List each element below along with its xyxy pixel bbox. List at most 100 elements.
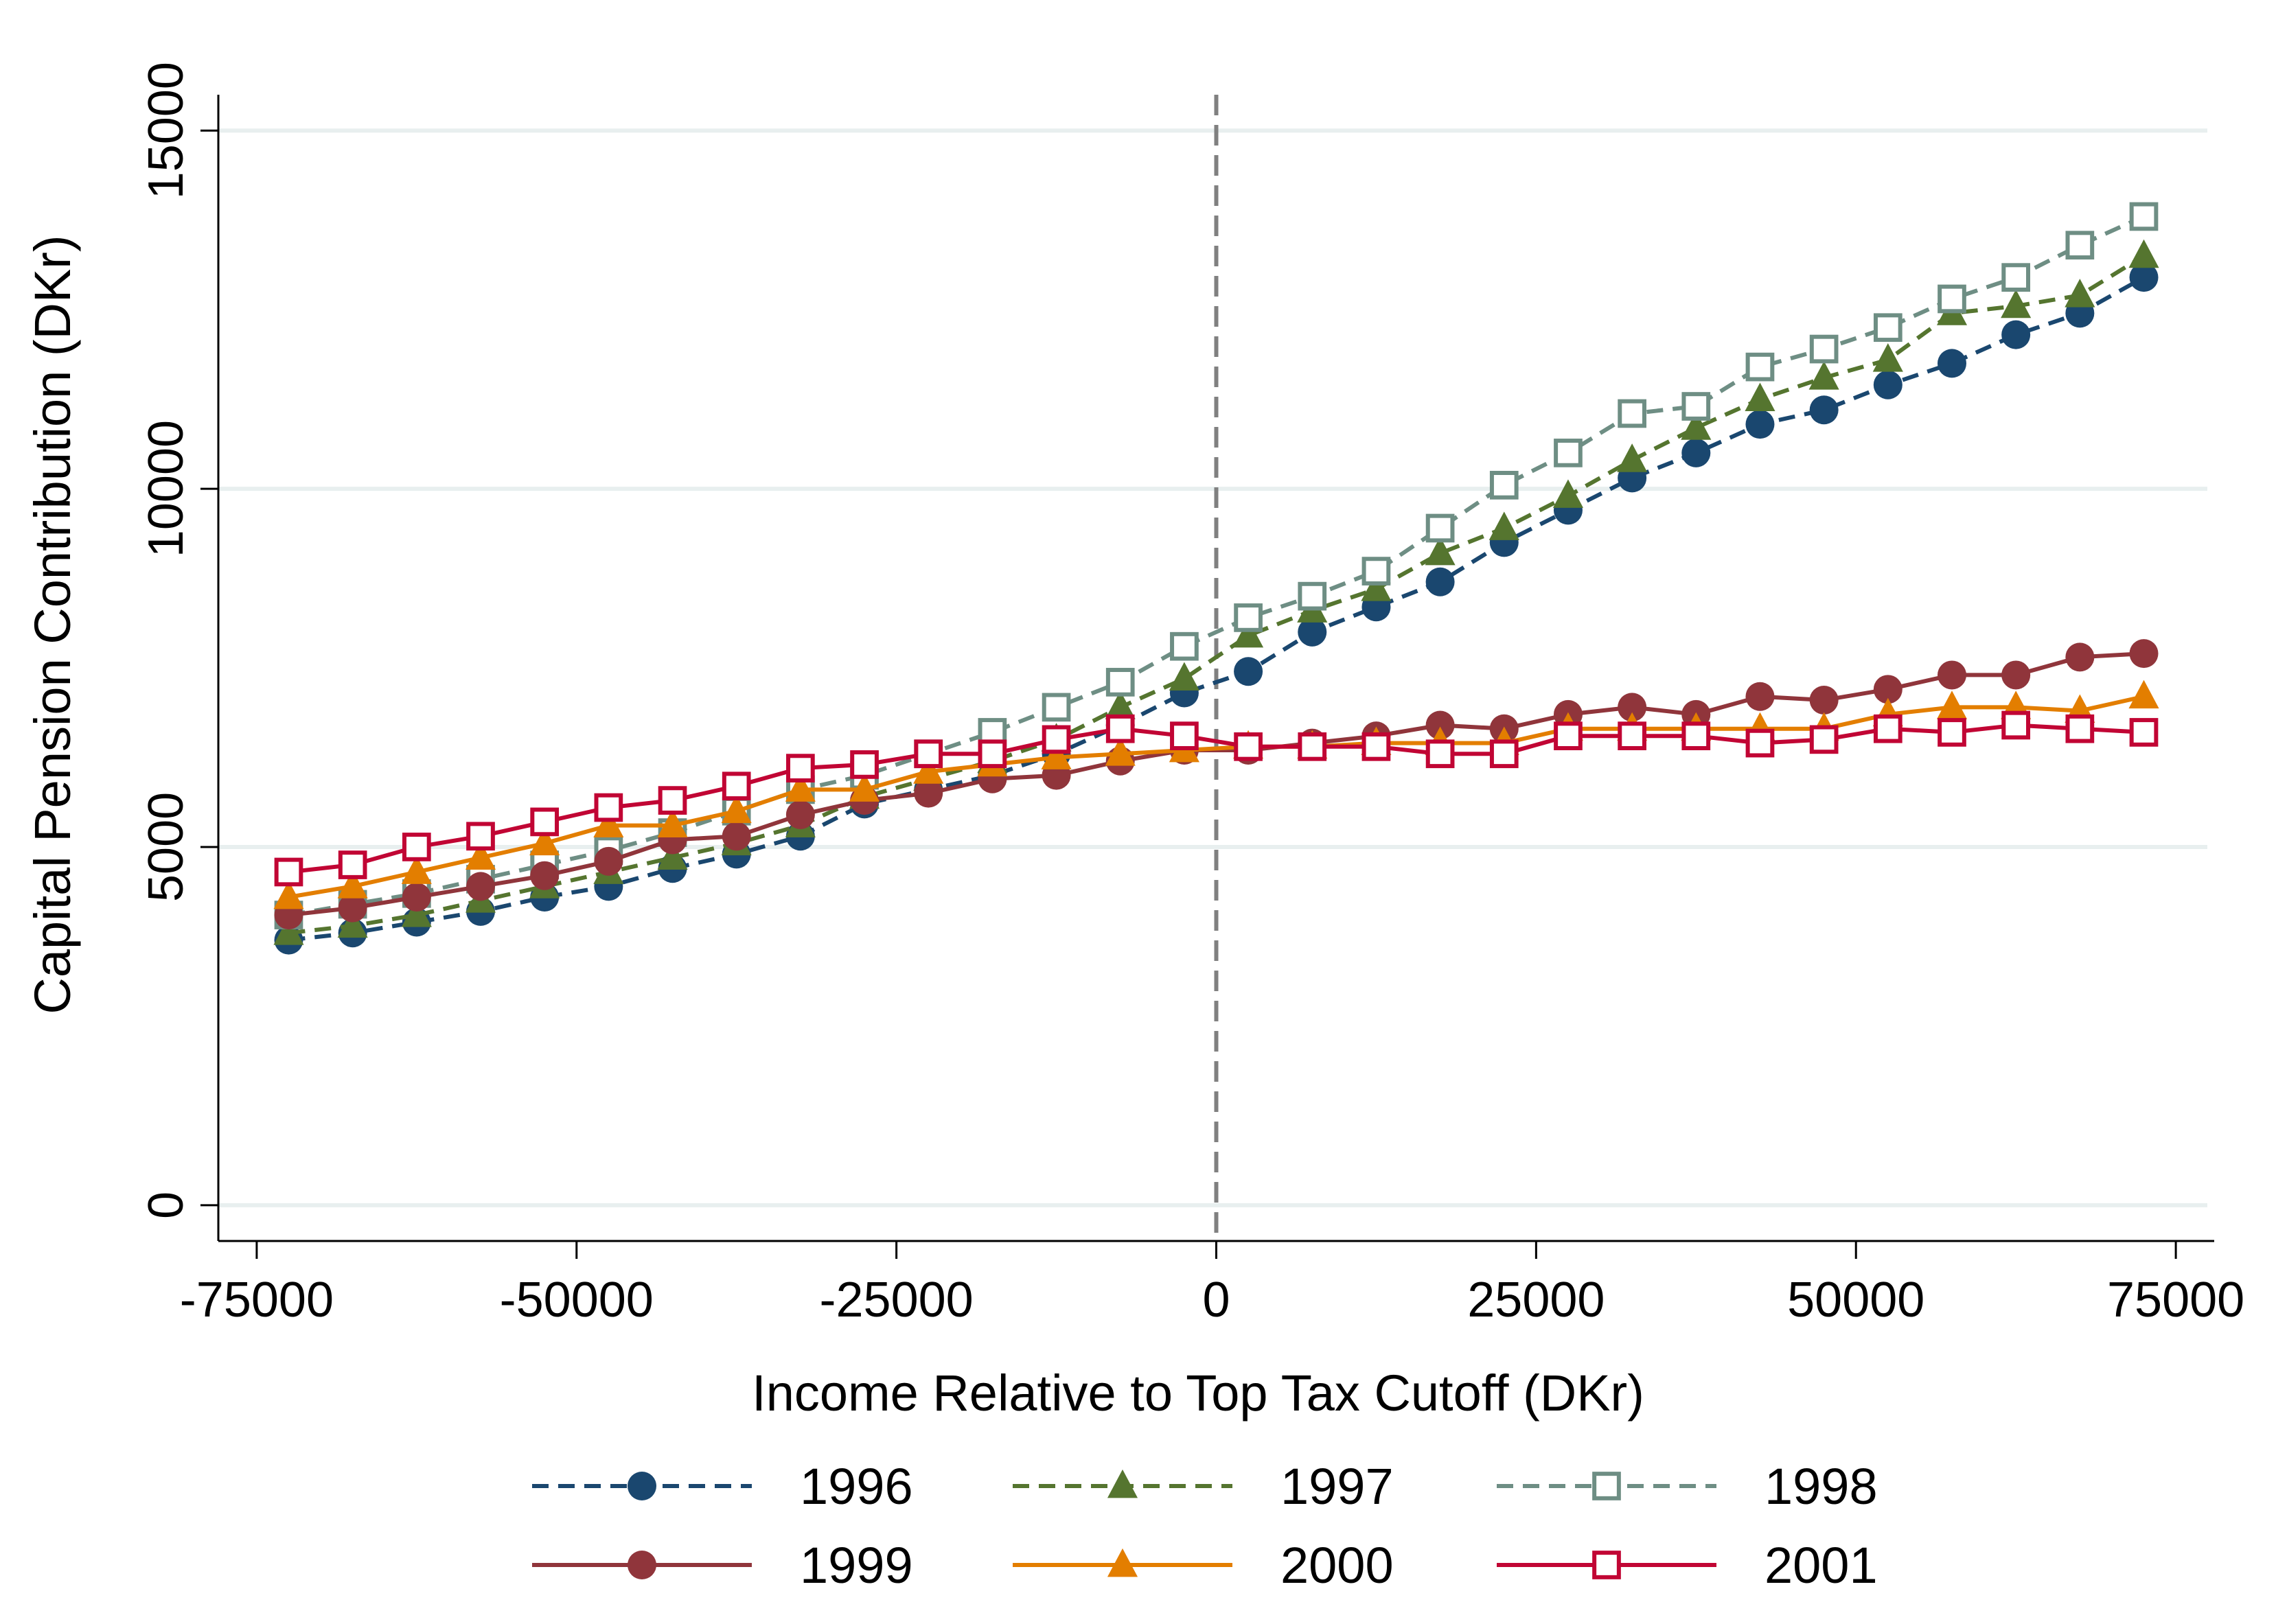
data-point-2001 xyxy=(850,750,879,779)
data-point-1998 xyxy=(1681,392,1711,421)
y-tick-label: 0 xyxy=(139,1192,194,1219)
data-point-1998 xyxy=(1554,439,1583,467)
data-point-2000 xyxy=(1936,691,1968,719)
data-point-1997 xyxy=(2065,279,2095,308)
data-point-2001 xyxy=(1554,721,1583,751)
data-point-1999 xyxy=(1745,682,1775,711)
x-tick-label: -25000 xyxy=(820,1273,974,1327)
x-axis-label: Income Relative to Top Tax Cutoff (DKr) xyxy=(752,1365,1644,1422)
data-point-2000 xyxy=(657,809,688,838)
data-point-2001 xyxy=(914,739,943,769)
data-point-1997 xyxy=(273,916,304,945)
data-point-1997 xyxy=(1617,443,1648,472)
series-layer xyxy=(273,202,2159,955)
data-point-1999 xyxy=(2065,642,2095,672)
legend: 1996 1997 1998 1999 2000 2001 xyxy=(532,1458,1878,1594)
data-point-2000 xyxy=(401,855,432,884)
data-point-1996 xyxy=(1873,370,1903,399)
data-point-1996 xyxy=(1298,617,1327,647)
data-point-2001 xyxy=(1298,732,1327,761)
data-point-2000 xyxy=(273,880,304,909)
data-point-2000 xyxy=(465,841,496,870)
legend-label: 2001 xyxy=(1765,1537,1878,1594)
legend-marker xyxy=(1107,1548,1138,1577)
x-tick-label: 75000 xyxy=(2107,1273,2244,1327)
data-point-1997 xyxy=(1745,382,1775,411)
data-point-2000 xyxy=(529,826,560,856)
data-point-2001 xyxy=(786,754,815,782)
data-point-2001 xyxy=(402,833,431,861)
data-point-1999 xyxy=(1809,685,1839,715)
data-point-1996 xyxy=(1745,410,1775,439)
data-point-2000 xyxy=(721,794,752,824)
x-tick-label: -75000 xyxy=(180,1273,334,1327)
data-point-2000 xyxy=(913,755,944,784)
data-point-2001 xyxy=(530,807,560,837)
data-point-1997 xyxy=(2128,239,2159,268)
data-point-1998 xyxy=(2001,263,2031,292)
data-point-1997 xyxy=(1681,411,1712,440)
data-point-1996 xyxy=(1937,349,1966,378)
data-point-1997 xyxy=(2001,289,2032,318)
y-tick-label: 15000 xyxy=(139,62,194,199)
data-point-1998 xyxy=(1618,399,1646,428)
data-point-2000 xyxy=(849,773,880,802)
data-point-2001 xyxy=(1938,718,1966,747)
data-point-2001 xyxy=(1170,721,1199,751)
data-point-1997 xyxy=(1552,479,1584,508)
data-point-1996 xyxy=(1234,657,1263,686)
y-axis-label: Capital Pension Contribution (DKr) xyxy=(24,235,81,1014)
legend-marker xyxy=(1107,1469,1138,1498)
data-point-2001 xyxy=(1681,721,1711,751)
data-point-1999 xyxy=(466,872,496,901)
legend-marker xyxy=(628,1472,656,1500)
data-point-1999 xyxy=(785,800,815,829)
data-point-1996 xyxy=(2001,320,2031,349)
legend-marker xyxy=(628,1551,656,1579)
x-tick-label: 25000 xyxy=(1467,1273,1605,1327)
data-point-1999 xyxy=(1873,675,1903,704)
data-point-1999 xyxy=(530,861,560,890)
data-point-2001 xyxy=(466,822,495,851)
data-point-1998 xyxy=(1234,603,1263,632)
series-1997 xyxy=(273,239,2159,945)
data-point-1998 xyxy=(1938,284,1966,314)
data-point-1998 xyxy=(2129,202,2159,231)
data-point-1997 xyxy=(657,841,688,870)
data-point-1999 xyxy=(722,822,751,851)
data-point-1998 xyxy=(1170,631,1199,661)
data-point-2000 xyxy=(337,870,368,898)
data-point-1997 xyxy=(1425,536,1456,566)
data-point-1997 xyxy=(1105,691,1136,719)
data-point-1999 xyxy=(1937,660,1966,690)
data-point-2001 xyxy=(594,793,623,822)
data-point-2000 xyxy=(2128,680,2159,709)
data-point-2001 xyxy=(1425,739,1455,769)
data-point-2000 xyxy=(785,773,816,802)
legend-label: 2000 xyxy=(1280,1537,1394,1594)
x-tick-label: -50000 xyxy=(500,1273,654,1327)
data-point-1996 xyxy=(1681,438,1711,467)
data-point-1998 xyxy=(1425,513,1455,543)
data-point-1998 xyxy=(1809,334,1839,364)
data-point-2001 xyxy=(1042,725,1071,754)
data-point-1998 xyxy=(1042,693,1071,722)
data-point-1998 xyxy=(2065,231,2095,260)
legend-item-1999: 1999 xyxy=(532,1537,913,1594)
legend-item-1998: 1998 xyxy=(1497,1458,1878,1515)
legend-label: 1998 xyxy=(1765,1458,1878,1515)
data-point-1997 xyxy=(401,898,432,927)
axes: 0 5000 10000 15000 -75000 -50000 -25000 0 25000 5… xyxy=(139,62,2244,1327)
data-point-1998 xyxy=(1745,352,1775,382)
data-point-1997 xyxy=(1808,361,1839,390)
data-point-1996 xyxy=(2129,263,2159,292)
series-2001 xyxy=(274,710,2159,887)
data-point-1999 xyxy=(914,778,943,808)
legend-label: 1997 xyxy=(1280,1458,1394,1515)
data-point-2001 xyxy=(1745,728,1775,758)
data-point-1999 xyxy=(2001,660,2031,690)
data-point-2001 xyxy=(338,850,367,879)
data-point-2001 xyxy=(2065,714,2095,743)
legend-marker xyxy=(1592,1472,1621,1500)
